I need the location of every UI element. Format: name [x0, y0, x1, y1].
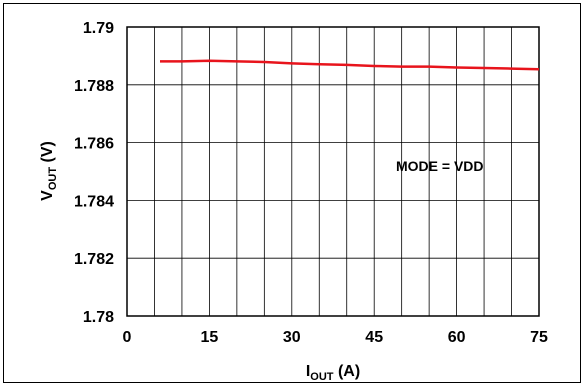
- x-tick-label: 15: [201, 329, 219, 346]
- y-axis-label-unit: (V): [39, 141, 56, 167]
- series-layer: [160, 59, 540, 71]
- y-tick-label: 1.788: [74, 78, 114, 95]
- y-tick-label: 1.786: [74, 136, 114, 153]
- y-axis-label-sub: OUT: [47, 167, 59, 191]
- x-tick-label: 45: [365, 329, 383, 346]
- y-axis-label-main: V: [39, 190, 56, 201]
- x-tick-label: 30: [283, 329, 301, 346]
- y-tick-label: 1.78: [83, 309, 114, 326]
- plot-area: [126, 26, 540, 317]
- x-axis-label-main: I: [306, 363, 310, 380]
- y-tick-label: 1.79: [83, 20, 114, 37]
- y-tick-label: 1.782: [74, 251, 114, 268]
- y-tick-labels: 1.78 1.782 1.784 1.786 1.788 1.79: [74, 20, 114, 326]
- x-axis-label: IOUT (A): [306, 363, 360, 383]
- x-tick-labels: 0 15 30 45 60 75: [123, 329, 548, 346]
- x-tick-label: 0: [123, 329, 132, 346]
- x-axis-label-unit: (A): [334, 363, 361, 380]
- grid: [127, 27, 539, 316]
- series-line: [160, 59, 540, 71]
- y-tick-label: 1.784: [74, 193, 114, 210]
- x-tick-label: 75: [530, 329, 548, 346]
- mode-annotation: MODE = VDD: [396, 158, 484, 174]
- x-tick-label: 60: [448, 329, 466, 346]
- x-axis-label-sub: OUT: [310, 371, 334, 383]
- y-axis-label: VOUT (V): [39, 141, 59, 201]
